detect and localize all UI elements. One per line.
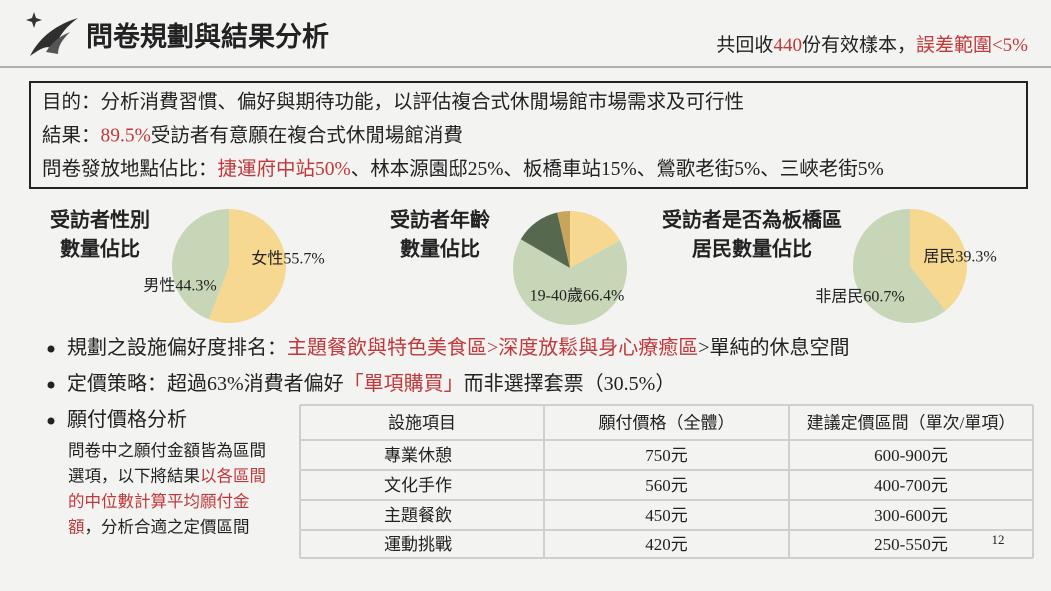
pie-slice <box>513 239 627 325</box>
text-segment: 目的：分析消費習慣、偏好與期待功能，以評估複合式休閒場館市場需求及可行性 <box>42 91 744 113</box>
table-cell: 運動挑戰 <box>384 535 452 554</box>
objective-line: 問卷發放地點佔比：捷運府中站50%、林本源園邸25%、板橋車站15%、鶯歌老街5… <box>42 158 884 180</box>
bullet-dot <box>47 381 55 389</box>
pie-label: 女性55.7% <box>251 249 324 268</box>
bullet-text: 規劃之設施偏好度排名：主題餐飲與特色美食區>深度放鬆與身心療癒區>單純的休息空間 <box>67 336 850 359</box>
table-header-cell: 建議定價區間（單次/單項） <box>807 413 1016 432</box>
pie-label: 居民39.3% <box>923 249 996 266</box>
pie-slice <box>853 209 946 323</box>
logo-swoosh-inner <box>46 32 70 54</box>
bullet-dot <box>47 417 55 425</box>
pie-title: 數量佔比 <box>60 237 140 261</box>
slide-title: 問卷規劃與結果分析 <box>86 21 329 52</box>
text-segment: 問卷發放地點佔比： <box>42 158 218 180</box>
text-segment: 而非選擇套票（30.5%） <box>464 372 676 395</box>
table-header-cell: 願付價格（全體） <box>599 413 735 432</box>
table-cell: 專業休憩 <box>384 446 452 465</box>
table-cell: 主題餐飲 <box>384 506 452 525</box>
text-segment: 問卷中之願付金額皆為區間 <box>68 441 266 460</box>
table-cell: 400-700元 <box>874 476 948 495</box>
table-cell: 450元 <box>645 506 688 525</box>
text-segment: 結果： <box>42 125 101 147</box>
table-cell: 250-550元 <box>874 535 948 554</box>
pie-slice <box>520 212 570 268</box>
logo-star <box>26 12 42 28</box>
pie-slice <box>172 209 229 320</box>
text-segment: 「單項購買」 <box>344 372 464 395</box>
text-segment: 願付價格分析 <box>67 408 187 431</box>
pie-title: 居民數量佔比 <box>692 237 812 261</box>
sample-summary: 共回收440份有效樣本，誤差範圍<5% <box>716 34 1028 56</box>
text-segment: 份有效樣本， <box>802 34 916 56</box>
text-segment: 額 <box>68 517 85 536</box>
text-segment: 規劃之設施偏好度排名： <box>67 336 287 359</box>
text-segment: 以各區間 <box>200 466 266 485</box>
objective-line: 結果：89.5%受訪者有意願在複合式休閒場館消費 <box>42 125 463 147</box>
text-segment: 89.5% <box>101 126 151 147</box>
pie-slice <box>570 211 620 268</box>
logo <box>26 12 78 56</box>
table-header-cell: 設施項目 <box>388 413 456 432</box>
pie-slice <box>557 211 570 268</box>
bullet-text: 定價策略：超過63%消費者偏好「單項購買」而非選擇套票（30.5%） <box>67 372 675 395</box>
pie-label: 男性44.3% <box>143 277 216 295</box>
note-line: 額，分析合適之定價區間 <box>68 517 250 536</box>
text-segment: 誤差範圍<5% <box>916 34 1028 56</box>
text-segment: 定價策略：超過63%消費者偏好 <box>67 372 344 395</box>
objective-box <box>29 81 1028 189</box>
pie-slice <box>209 209 287 323</box>
text-segment: 主題餐飲與特色美食區>深度放鬆與身心療癒區 <box>287 336 698 359</box>
page-number: 12 <box>992 532 1005 547</box>
table-cell: 300-600元 <box>874 506 948 525</box>
bullet-text: 願付價格分析 <box>67 408 187 431</box>
table-cell: 560元 <box>645 476 688 495</box>
pie-label: 非居民60.7% <box>815 288 904 306</box>
content: 共回收440份有效樣本，誤差範圍<5% 目的：分析消費習慣、偏好與期待功能，以評估… <box>42 34 1034 559</box>
note-line: 問卷中之願付金額皆為區間 <box>68 441 266 460</box>
table-cell: 文化手作 <box>384 476 452 495</box>
pie-label: 19-40歲66.4% <box>530 287 625 305</box>
text-segment: 共回收 <box>716 34 773 56</box>
text-segment: 選項，以下將結果 <box>68 466 200 485</box>
text-segment: 440 <box>773 35 802 56</box>
objective-line: 目的：分析消費習慣、偏好與期待功能，以評估複合式休閒場館市場需求及可行性 <box>42 91 744 113</box>
text-segment: 的中位數計算平均願付金 <box>68 492 250 511</box>
pie-title: 受訪者性別 <box>50 208 150 232</box>
note-line: 選項，以下將結果以各區間 <box>68 466 266 485</box>
text-segment: >單純的休息空間 <box>698 336 849 359</box>
note-line: 的中位數計算平均願付金 <box>68 492 250 511</box>
table-cell: 600-900元 <box>874 446 948 465</box>
bullet-dot <box>47 345 55 353</box>
pie-slice <box>910 209 967 311</box>
pie-title: 數量佔比 <box>400 237 480 261</box>
logo-swoosh <box>30 18 78 56</box>
text-segment: 、林本源園邸25%、板橋車站15%、鶯歌老街5%、三峽老街5% <box>351 158 884 180</box>
text-segment: 捷運府中站50% <box>218 158 351 180</box>
table-cell: 420元 <box>645 535 688 554</box>
table-cell: 750元 <box>645 446 688 465</box>
text-segment: ，分析合適之定價區間 <box>85 517 250 536</box>
text-segment: 受訪者有意願在複合式休閒場館消費 <box>151 125 463 147</box>
pie-title: 受訪者年齡 <box>390 208 490 232</box>
pie-title: 受訪者是否為板橋區 <box>662 208 842 232</box>
